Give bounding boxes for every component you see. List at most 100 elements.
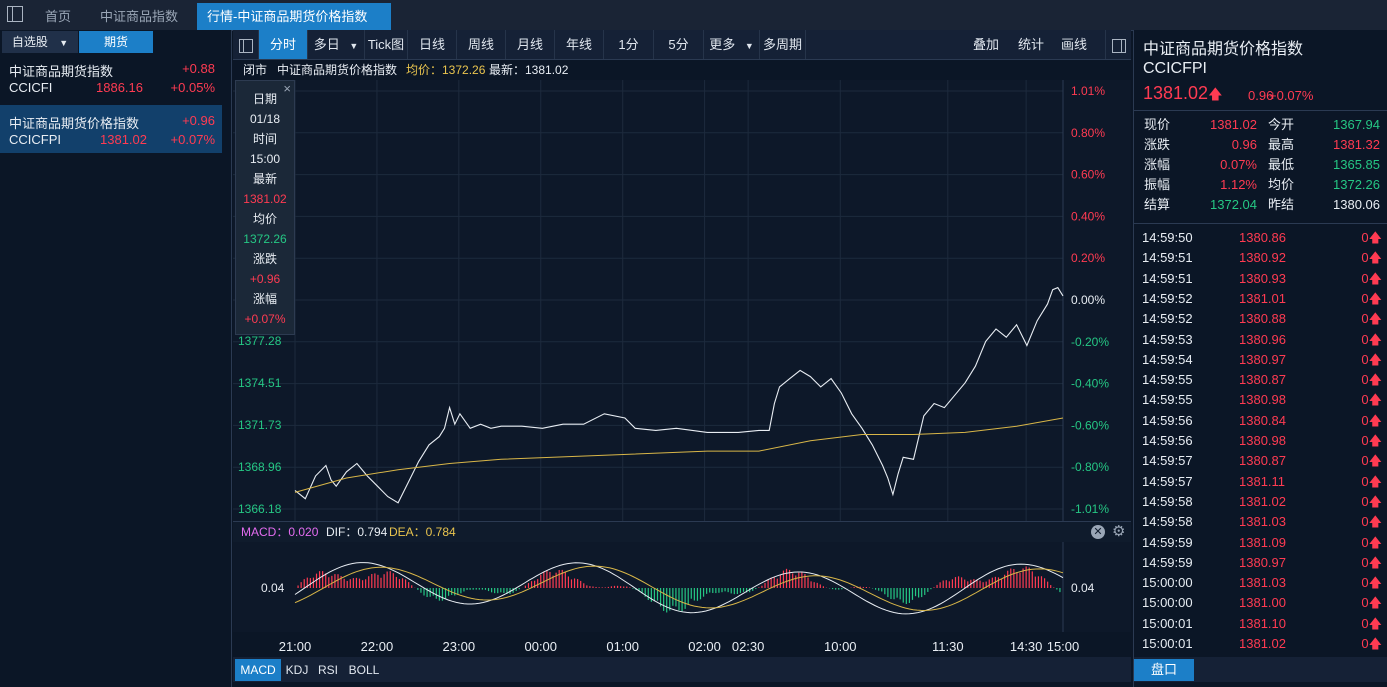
item-pct: +0.05%	[170, 80, 215, 95]
tick-price: 1380.96	[1239, 331, 1286, 347]
arrow-up-icon: 🡅	[1368, 534, 1382, 550]
tick-time: 14:59:52	[1142, 290, 1193, 306]
y-right-tick-label: 0.60%	[1071, 168, 1105, 182]
period-week-button[interactable]: 周线	[457, 30, 506, 59]
tick-volume: 0🡅	[1361, 248, 1382, 268]
info-value-pct: +0.07%	[244, 312, 286, 326]
period-month-button[interactable]: 月线	[506, 30, 555, 59]
tick-price: 1380.86	[1239, 230, 1286, 245]
macd-value: MACD：0.020	[241, 525, 319, 539]
panel-toggle-icon[interactable]	[1105, 30, 1131, 59]
period-intraday-button[interactable]: 分时	[259, 30, 308, 59]
period-tick-button[interactable]: Tick图	[365, 30, 408, 59]
tick-volume-value: 0	[1361, 534, 1369, 550]
x-tick-label: 15:00	[1047, 639, 1080, 654]
quote-value: 1381.32	[1333, 137, 1380, 152]
tab-futures[interactable]: 期货	[79, 31, 153, 53]
indicator-tabs: MACD KDJ RSI BOLL	[233, 657, 1131, 682]
dif-line	[294, 562, 1064, 615]
arrow-up-icon: 🡅	[1368, 433, 1382, 448]
period-1min-button[interactable]: 1分	[604, 30, 654, 59]
quote-label: 振幅	[1144, 177, 1171, 192]
y-left-tick-label: 1374.51	[238, 376, 282, 390]
period-5min-button[interactable]: 5分	[654, 30, 704, 59]
tick-price: 1381.10	[1239, 615, 1286, 631]
tab-kdj[interactable]: KDJ	[285, 663, 309, 677]
quote-label: 最低	[1268, 157, 1295, 172]
tab-boll[interactable]: BOLL	[348, 663, 380, 677]
tick-volume-value: 0	[1361, 514, 1369, 530]
tick-time: 14:59:54	[1142, 351, 1193, 367]
tick-price: 1380.88	[1239, 311, 1286, 327]
tick-volume: 0🡅	[1361, 472, 1382, 492]
multi-period-button[interactable]: 多周期	[760, 30, 806, 59]
window-layout-icon[interactable]	[7, 6, 23, 22]
tick-volume-value: 0	[1361, 493, 1369, 509]
tick-volume: 0🡅	[1361, 350, 1382, 370]
crosshair-info-box: × 日期 01/18 时间 15:00 最新 1381.02 均价 1372.2…	[235, 80, 295, 335]
tab-rsi[interactable]: RSI	[317, 663, 338, 677]
tick-volume-value: 0	[1361, 311, 1369, 327]
tab-active-quote[interactable]: 行情-中证商品期货价格指数 ×	[197, 3, 391, 51]
tab-watchlist[interactable]: 自选股 ▼	[2, 31, 78, 53]
statistics-button[interactable]: 统计	[1017, 37, 1044, 52]
close-icon[interactable]: ✕	[1091, 525, 1105, 539]
period-year-button[interactable]: 年线	[555, 30, 604, 59]
arrow-up-icon: 🡅	[1368, 615, 1382, 631]
arrow-up-icon: 🡅	[1368, 351, 1382, 367]
y-right-tick-label: 0.40%	[1071, 209, 1105, 223]
overlay-button[interactable]: 叠加	[972, 37, 999, 52]
tab-home[interactable]: 首页	[45, 9, 72, 24]
arrow-up-icon: 🡅	[1368, 250, 1382, 266]
tick-time: 14:59:51	[1142, 250, 1193, 266]
period-multiday-button[interactable]: 多日 ▼	[308, 30, 365, 59]
tick-row: 15:00:01 1381.02 0🡅	[1142, 634, 1382, 654]
tick-volume-value: 0	[1361, 595, 1369, 611]
tick-row: 14:59:53 1380.96 0🡅	[1142, 330, 1382, 350]
y-right-tick-label: -0.40%	[1071, 377, 1109, 391]
tick-volume: 0🡅	[1361, 289, 1382, 309]
tab-macd[interactable]: MACD	[235, 659, 281, 681]
market-status: 闭市	[243, 63, 268, 77]
tick-price: 1380.98	[1239, 392, 1286, 408]
tick-price: 1381.02	[1239, 493, 1286, 509]
tick-price: 1381.02	[1239, 636, 1286, 651]
quote-label: 均价	[1268, 177, 1295, 192]
info-value-avg: 1372.26	[243, 232, 287, 246]
chart-info-line: 闭市 中证商品期货价格指数 均价：1372.26 最新：1381.02	[233, 60, 1131, 80]
more-periods-button[interactable]: 更多 ▼	[704, 30, 760, 59]
y-right-tick-label: -0.80%	[1071, 460, 1109, 474]
tick-price: 1380.97	[1239, 554, 1286, 570]
tab-commodity-index[interactable]: 中证商品指数	[100, 9, 179, 24]
tick-volume-value: 0	[1361, 433, 1369, 448]
tick-volume-value: 0	[1361, 290, 1369, 306]
list-item-selected[interactable]: 中证商品期货价格指数 +0.96 CCICFPI 1381.02 +0.07%	[0, 105, 222, 153]
info-value-date: 01/18	[249, 112, 281, 126]
sidebar-toggle-icon[interactable]	[233, 30, 259, 59]
tick-time: 14:59:59	[1142, 534, 1193, 550]
item-code: CCICFI	[9, 80, 53, 95]
tick-time: 15:00:01	[1142, 636, 1193, 651]
divider	[1134, 110, 1387, 111]
gear-icon[interactable]: ⚙	[1112, 523, 1126, 540]
list-item[interactable]: 中证商品期货指数 +0.88 CCICFI 1886.16 +0.05%	[0, 60, 222, 100]
x-tick-label: 02:00	[688, 639, 721, 654]
period-day-button[interactable]: 日线	[408, 30, 457, 59]
intraday-chart[interactable]: 1.01% 0.80% 0.60% 0.40% 0.20% 0.00% -0.20% -0.4…	[233, 80, 1131, 657]
divider	[1134, 223, 1387, 224]
close-icon[interactable]: ×	[283, 81, 291, 96]
tick-volume: 0🡅	[1361, 269, 1382, 289]
arrow-up-icon: 🡅	[1368, 453, 1382, 469]
arrow-up-icon: 🡅	[1368, 636, 1382, 651]
tick-price: 1380.84	[1239, 412, 1286, 428]
draw-line-button[interactable]: 画线	[1060, 37, 1087, 52]
arrow-up-icon: 🡅	[1368, 595, 1382, 611]
tab-orderbook[interactable]: 盘口	[1134, 659, 1194, 681]
tick-volume: 0🡅	[1361, 573, 1382, 593]
tick-volume-value: 0	[1361, 392, 1369, 408]
quote-label: 昨结	[1268, 197, 1295, 212]
tick-volume: 0🡅	[1361, 390, 1382, 410]
arrow-up-icon: 🡅	[1368, 331, 1382, 347]
y-right-tick-label: -0.60%	[1071, 418, 1109, 432]
quote-label: 最高	[1268, 137, 1295, 152]
